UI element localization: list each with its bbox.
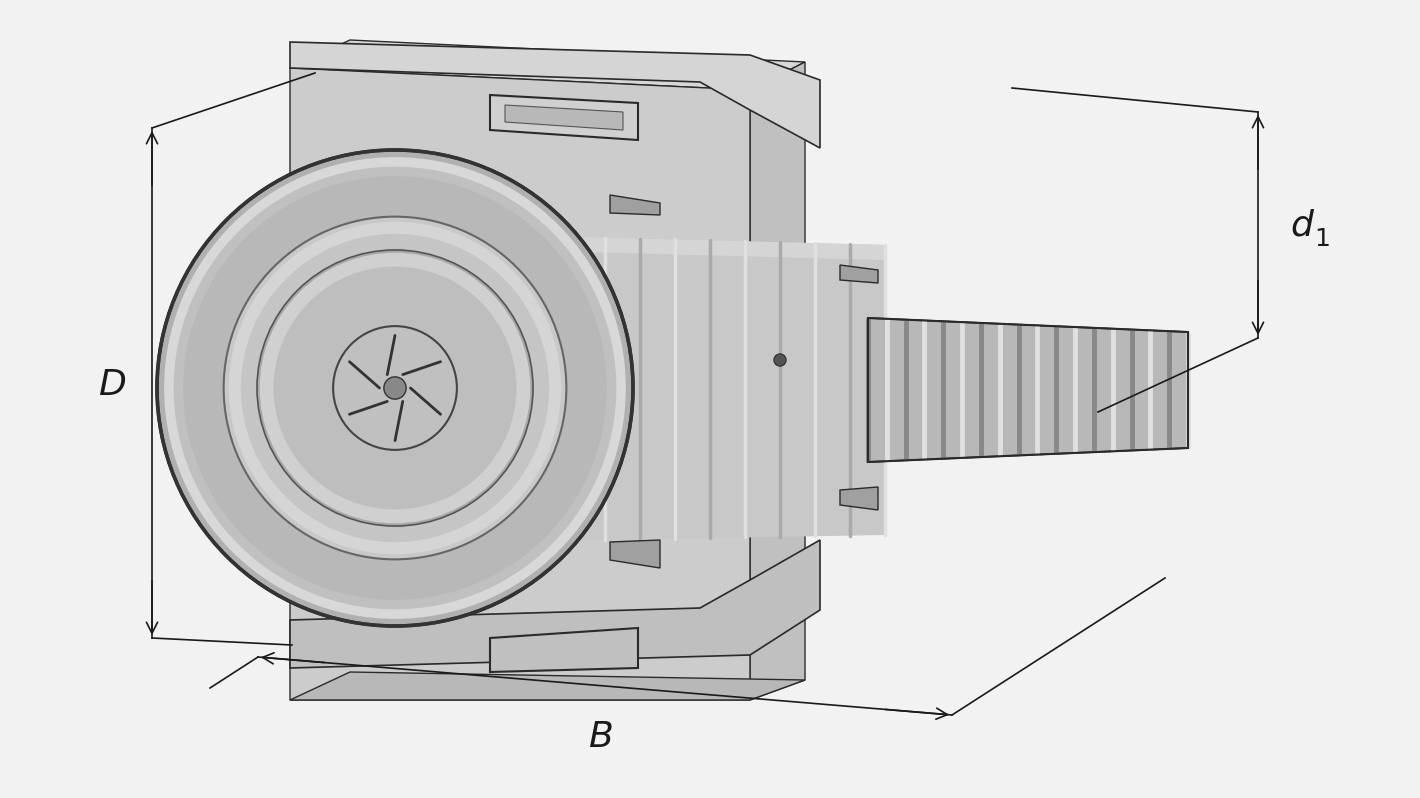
Polygon shape — [490, 628, 638, 672]
Polygon shape — [430, 233, 885, 543]
Polygon shape — [430, 233, 885, 260]
Ellipse shape — [274, 267, 517, 509]
Polygon shape — [611, 195, 660, 215]
Ellipse shape — [257, 250, 532, 526]
Ellipse shape — [158, 150, 633, 626]
Circle shape — [334, 326, 457, 450]
Polygon shape — [290, 68, 750, 700]
Circle shape — [774, 354, 787, 366]
Polygon shape — [841, 487, 878, 510]
Polygon shape — [290, 40, 805, 90]
Ellipse shape — [183, 176, 606, 600]
Text: B: B — [588, 720, 612, 754]
Ellipse shape — [223, 216, 567, 559]
Polygon shape — [290, 42, 819, 148]
Circle shape — [383, 377, 406, 399]
Polygon shape — [841, 265, 878, 283]
Polygon shape — [750, 62, 805, 700]
Ellipse shape — [229, 222, 561, 555]
Polygon shape — [611, 540, 660, 568]
Text: 1: 1 — [1315, 227, 1331, 251]
Ellipse shape — [260, 253, 530, 523]
Ellipse shape — [258, 251, 532, 525]
Polygon shape — [290, 672, 805, 700]
Ellipse shape — [173, 167, 616, 610]
Polygon shape — [290, 540, 819, 668]
Text: D: D — [98, 368, 126, 402]
Text: d: d — [1289, 208, 1314, 242]
Polygon shape — [868, 318, 1189, 462]
Ellipse shape — [165, 157, 626, 619]
Polygon shape — [506, 105, 623, 130]
Polygon shape — [490, 95, 638, 140]
Ellipse shape — [241, 234, 550, 542]
